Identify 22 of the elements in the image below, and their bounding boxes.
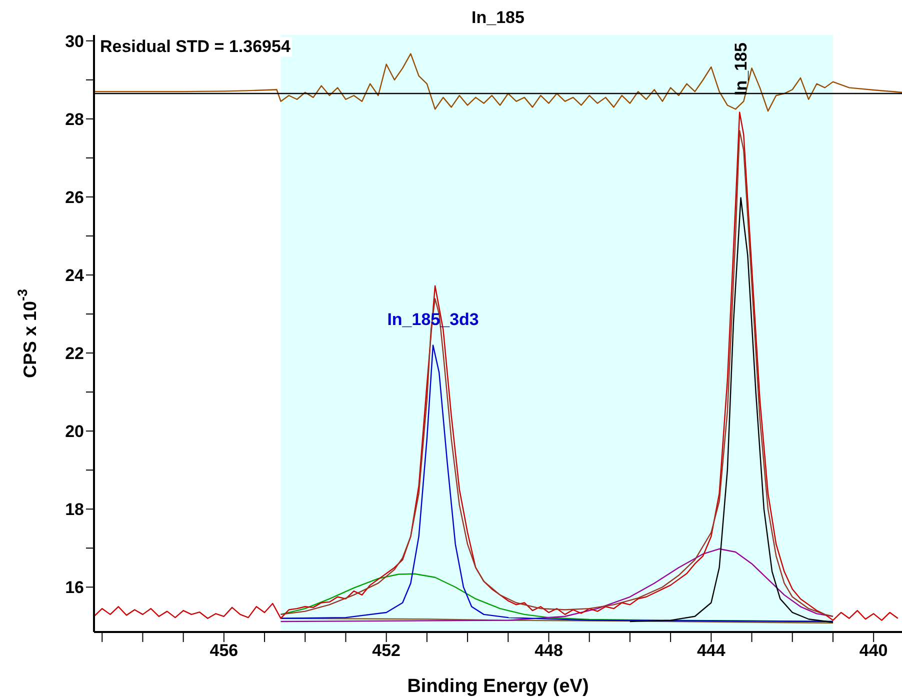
line-series [94, 112, 899, 621]
x-tick-label: 440 [859, 641, 888, 660]
y-tick-label: 16 [65, 578, 84, 598]
line-series [280, 130, 834, 617]
y-tick-label: 30 [65, 32, 84, 51]
x-axis-title: Binding Energy (eV) [407, 676, 589, 697]
x-tick-label: 448 [534, 641, 563, 660]
line-series [280, 344, 834, 622]
y-tick-label: 28 [65, 110, 84, 129]
y-tick-label: 22 [65, 344, 84, 364]
line-series [629, 197, 834, 623]
annotation: Residual STD = 1.36954 [98, 37, 292, 57]
y-tick-label: 26 [65, 188, 84, 207]
x-tick-label: 456 [210, 641, 238, 660]
y-tick-label: 24 [65, 266, 85, 286]
text: In_185 [731, 42, 750, 96]
chart-title: In_185 [470, 8, 526, 28]
x-tick-label: 444 [696, 641, 726, 660]
x-tick-label: 452 [372, 641, 401, 660]
line-series [280, 548, 834, 622]
y-tick-label: 18 [65, 500, 84, 520]
y-tick-label: 20 [65, 422, 84, 442]
